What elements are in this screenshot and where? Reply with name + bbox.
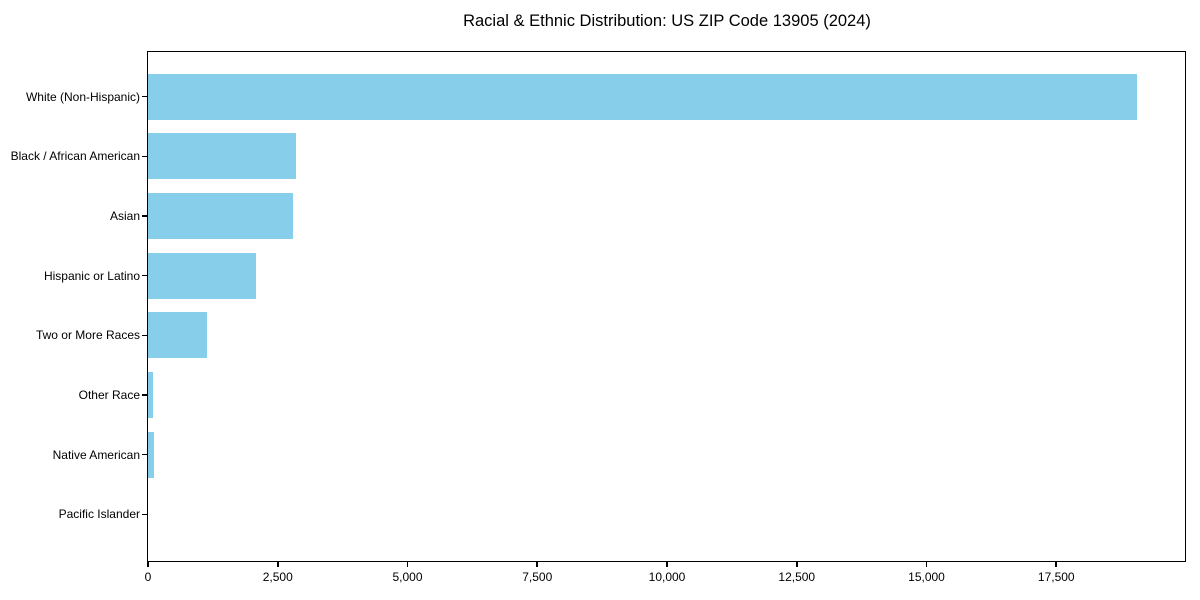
y-category-label: Pacific Islander (58, 507, 140, 522)
x-axis-tick (536, 561, 539, 567)
bar (148, 312, 207, 359)
y-category-label: Asian (109, 209, 140, 224)
x-tick-label: 7,500 (522, 569, 553, 584)
plot-area (147, 51, 1186, 562)
y-axis-tick (142, 155, 148, 158)
y-category-label: Native American (52, 447, 140, 462)
x-tick-label: 10,000 (648, 569, 686, 584)
y-axis-tick (142, 394, 148, 396)
x-axis-tick (406, 561, 409, 567)
chart-title: Racial & Ethnic Distribution: US ZIP Cod… (463, 12, 871, 30)
y-axis-tick (142, 215, 148, 217)
y-axis-tick (142, 95, 148, 98)
bar (148, 73, 1137, 120)
bar (148, 252, 257, 299)
x-tick-label: 5,000 (392, 569, 423, 584)
y-axis-tick (142, 274, 148, 277)
x-tick-label: 2,500 (262, 569, 293, 584)
x-tick-label: 0 (144, 569, 152, 584)
x-axis-tick (1055, 561, 1058, 567)
y-axis-tick (142, 453, 148, 456)
y-category-label: Black / African American (10, 149, 140, 164)
x-axis-tick (276, 561, 279, 567)
bar (148, 372, 154, 418)
y-axis-tick (142, 513, 148, 516)
bar (148, 431, 154, 478)
y-axis-tick (142, 334, 148, 337)
y-category-label: White (Non-Hispanic) (25, 89, 140, 104)
x-axis-tick (147, 561, 149, 567)
x-tick-label: 12,500 (778, 569, 816, 584)
x-axis-tick (666, 561, 668, 567)
y-category-label: Two or More Races (35, 328, 140, 343)
x-axis-tick (795, 561, 798, 567)
bar (148, 193, 293, 240)
x-tick-label: 17,500 (1037, 569, 1075, 584)
x-axis-tick (925, 561, 928, 567)
y-category-label: Hispanic or Latino (43, 268, 140, 283)
x-tick-label: 15,000 (908, 569, 945, 584)
bar (148, 133, 297, 180)
y-category-label: Other Race (78, 388, 140, 402)
